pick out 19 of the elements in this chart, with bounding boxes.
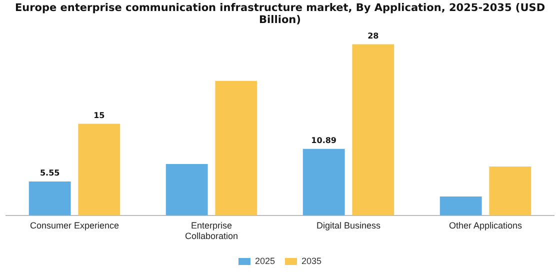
chart-title: Europe enterprise communication infrastructure market, By Application, 2025-2035 (USD Billion)	[14, 1, 546, 28]
data-label: 10.89	[311, 136, 337, 145]
x-tick-label: Consumer Experience	[30, 220, 120, 230]
data-label: 28	[368, 31, 380, 40]
bar	[166, 164, 208, 216]
x-tick-label: Digital Business	[316, 220, 382, 230]
bar	[440, 196, 482, 216]
x-tick-label: Other Applications	[448, 220, 523, 230]
data-label: 5.55	[40, 168, 60, 178]
bar	[78, 124, 120, 216]
legend-label: 2035	[302, 256, 322, 266]
x-tick-label: Enterprise Collaboration	[184, 220, 238, 242]
bar	[302, 148, 345, 216]
data-label: 15	[94, 110, 106, 120]
bar	[28, 181, 71, 216]
bar	[489, 166, 532, 216]
bar	[352, 44, 394, 216]
bar	[215, 80, 258, 216]
legend-label: 2025	[254, 256, 276, 266]
